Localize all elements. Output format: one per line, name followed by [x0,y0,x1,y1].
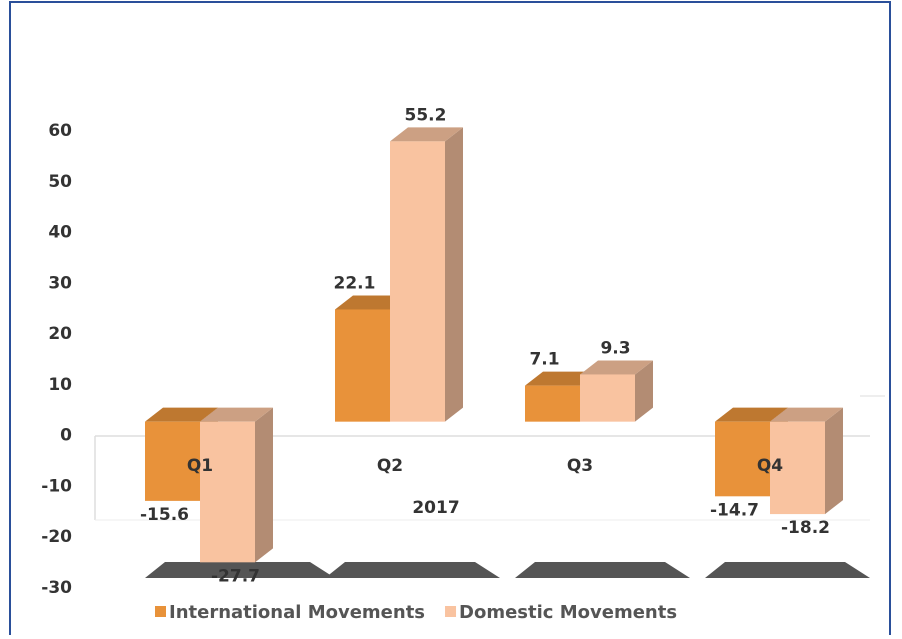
legend-label: International Movements [169,602,425,623]
bar [580,360,653,422]
data-label: -15.6 [140,505,189,525]
data-label: -18.2 [781,518,830,538]
bar-front [580,374,635,422]
data-label: -27.7 [211,566,260,586]
legend-label: Domestic Movements [459,602,677,623]
x-tick-label: Q1 [187,456,213,476]
y-tick-label: -10 [41,476,72,496]
data-label: -14.7 [710,500,759,520]
y-tick-label: -20 [41,527,72,547]
data-label: 9.3 [600,338,630,358]
bar-top [390,127,463,142]
y-tick-label: 30 [48,273,72,293]
bar-side [635,360,653,422]
x-tick-label: Q4 [757,456,783,476]
legend-swatch [155,606,166,617]
y-tick-label: 50 [48,172,72,192]
x-axis-label: 2017 [412,498,459,518]
bar-top [525,371,598,386]
bar [770,407,843,515]
bar-top [335,295,408,310]
y-tick-label: 10 [48,375,72,395]
bar-top [200,407,273,422]
bar-front [525,385,580,422]
y-tick-label: 20 [48,324,72,344]
data-label: 22.1 [334,273,376,293]
bar-front [390,141,445,422]
bar-top [580,360,653,375]
bar-top [770,407,843,422]
floor-shadows [145,562,870,578]
bar-side [825,407,843,515]
bar-front [335,309,390,422]
x-tick-label: Q2 [377,456,403,476]
data-label: 55.2 [405,105,447,125]
y-tick-label: 40 [48,223,72,243]
data-label: 7.1 [529,350,559,370]
bar-front [200,421,255,563]
bar-front [770,421,825,515]
y-tick-label: 0 [60,426,72,446]
bar-top [715,407,788,422]
y-tick-label: 60 [48,121,72,141]
bar-front [715,421,770,497]
legend-swatch [445,606,457,617]
bar-front [145,421,200,501]
bar [390,127,463,422]
y-tick-label: -30 [41,578,72,598]
bar-side [445,127,463,422]
bar [200,407,273,563]
x-tick-label: Q3 [567,456,593,476]
bar-side [255,407,273,563]
bar-top [145,407,218,422]
